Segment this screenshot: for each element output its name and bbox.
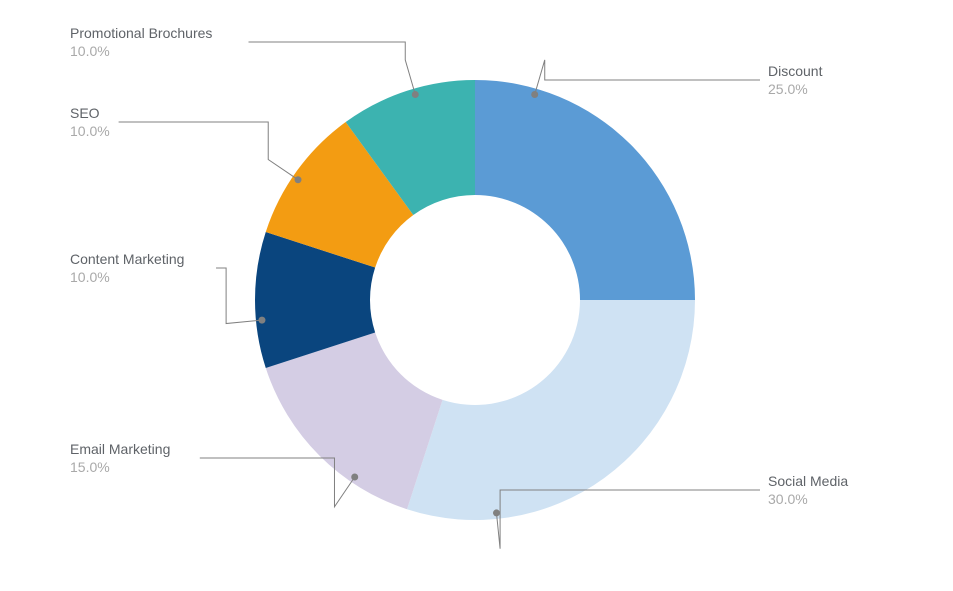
leader-dot bbox=[493, 509, 500, 516]
slice-label-name: Promotional Brochures bbox=[70, 25, 212, 41]
leader-line bbox=[249, 42, 416, 94]
slice-label-value: 25.0% bbox=[768, 81, 808, 97]
slice-label-value: 10.0% bbox=[70, 43, 110, 59]
slice-label-name: SEO bbox=[70, 105, 100, 121]
donut-chart: Discount 25.0% Social Media 30.0% Email Mark… bbox=[0, 0, 953, 591]
leader-dot bbox=[412, 91, 419, 98]
leader-dot bbox=[295, 176, 302, 183]
slice-label-value: 15.0% bbox=[70, 459, 110, 475]
slice-label-value: 30.0% bbox=[768, 491, 808, 507]
leader-dot bbox=[258, 317, 265, 324]
slice-label-name: Content Marketing bbox=[70, 251, 184, 267]
leader-line bbox=[535, 60, 760, 95]
slice-label-value: 10.0% bbox=[70, 123, 110, 139]
donut-slice bbox=[475, 80, 695, 300]
donut-chart-svg: Discount 25.0% Social Media 30.0% Email Mark… bbox=[0, 0, 953, 591]
slice-label-name: Discount bbox=[768, 63, 823, 79]
slice-label-name: Email Marketing bbox=[70, 441, 170, 457]
slice-label-name: Social Media bbox=[768, 473, 848, 489]
leader-line bbox=[119, 122, 298, 180]
slice-label-value: 10.0% bbox=[70, 269, 110, 285]
leader-dot bbox=[351, 473, 358, 480]
donut-slice bbox=[407, 300, 695, 520]
leader-dot bbox=[531, 91, 538, 98]
